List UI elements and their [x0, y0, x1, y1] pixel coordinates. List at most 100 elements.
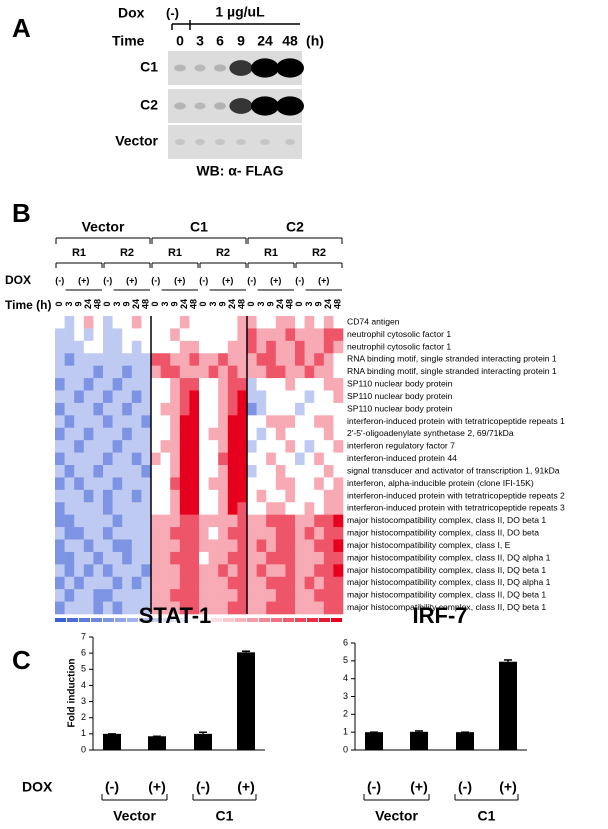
- heatmap-cell: [218, 489, 229, 503]
- heatmap-cell: [285, 551, 296, 565]
- heatmap-cell: [227, 527, 238, 540]
- heatmap-cell: [131, 390, 142, 404]
- color-scale: [187, 618, 198, 622]
- heatmap-cell: [208, 589, 219, 602]
- heatmap-cell: [285, 390, 296, 404]
- heatmap-cell: [64, 328, 75, 342]
- heatmap-cell: [275, 564, 286, 578]
- heatmap-cell: [275, 427, 286, 441]
- heatmap-cell: [285, 340, 296, 354]
- heatmap-cell: [179, 440, 190, 453]
- heatmap-cell: [218, 452, 229, 466]
- heatmap-cell: [170, 551, 181, 565]
- heatmap-cell: [170, 340, 181, 354]
- heatmap-cell: [55, 353, 65, 366]
- heatmap-cell: [93, 589, 104, 602]
- dox-state: (-): [199, 275, 208, 285]
- heatmap-cell: [256, 440, 267, 453]
- gene-label: major histocompatibility complex, class …: [347, 515, 546, 525]
- heatmap-cell: [55, 527, 65, 540]
- heatmap-cell: [237, 402, 248, 416]
- heatmap-cell: [218, 576, 229, 590]
- heatmap-cell: [141, 340, 152, 354]
- heatmap-cell: [333, 551, 344, 565]
- heatmap-cell: [266, 378, 277, 391]
- time-label: Time: [112, 33, 145, 49]
- heatmap-cell: [314, 378, 325, 391]
- heatmap-cell: [189, 365, 200, 379]
- heatmap-cell: [208, 316, 219, 329]
- heatmap-cell: [179, 527, 190, 540]
- heatmap-cell: [208, 452, 219, 466]
- heatmap-cell: [199, 427, 209, 441]
- heatmap-cell: [160, 589, 171, 602]
- heatmap-cell: [93, 316, 104, 329]
- heatmap-cell: [112, 440, 123, 453]
- heatmap-cell: [93, 340, 104, 354]
- gene-label: 2'-5'-oligoadenylate synthetase 2, 69/71…: [347, 428, 514, 438]
- color-scale: [91, 618, 102, 622]
- heatmap-cell: [93, 576, 104, 590]
- time-tick: 3: [196, 33, 204, 49]
- heatmap-cell: [314, 564, 325, 578]
- heatmap-cell: [237, 477, 248, 491]
- heatmap-cell: [141, 489, 152, 503]
- heatmap-cell: [247, 477, 257, 491]
- heatmap-cell: [285, 328, 296, 342]
- heatmap-cell: [170, 527, 181, 540]
- heatmap-cell: [323, 601, 334, 615]
- heatmap-cell: [304, 576, 315, 590]
- heatmap-cell: [295, 353, 305, 366]
- heatmap-cell: [74, 601, 85, 615]
- heatmap-cell: [151, 489, 161, 503]
- heatmap-cell: [160, 452, 171, 466]
- heatmap-cell: [323, 378, 334, 391]
- heatmap-cell: [218, 415, 229, 429]
- heatmap-cell: [247, 502, 257, 515]
- heatmap-cell: [170, 601, 181, 615]
- panel-label: A: [12, 13, 31, 43]
- heatmap-cell: [74, 514, 85, 528]
- heatmap-cell: [314, 390, 325, 404]
- dox-state: (+): [222, 275, 233, 285]
- heatmap-cell: [285, 589, 296, 602]
- heatmap-cell: [170, 452, 181, 466]
- heatmap-cell: [227, 452, 238, 466]
- heatmap-cell: [103, 477, 113, 491]
- time-tick: 6: [216, 33, 224, 49]
- heatmap-cell: [122, 527, 133, 540]
- heatmap-cell: [304, 328, 315, 342]
- heatmap-cell: [55, 539, 65, 553]
- heatmap-cell: [323, 415, 334, 429]
- color-scale: [79, 618, 90, 622]
- heatmap-cell: [218, 539, 229, 553]
- heatmap-cell: [55, 551, 65, 565]
- heatmap-cell: [227, 427, 238, 441]
- heatmap-cell: [112, 427, 123, 441]
- dox-state: (+): [318, 275, 329, 285]
- heatmap-cell: [55, 415, 65, 429]
- heatmap-cell: [151, 353, 161, 366]
- heatmap-cell: [74, 564, 85, 578]
- heatmap-cell: [122, 576, 133, 590]
- heatmap-cell: [237, 328, 248, 342]
- heatmap-cell: [122, 415, 133, 429]
- heatmap-cell: [199, 465, 209, 478]
- heatmap-cell: [266, 514, 277, 528]
- heatmap-cell: [314, 427, 325, 441]
- heatmap-cell: [93, 551, 104, 565]
- heatmap-cell: [266, 502, 277, 515]
- heatmap-cell: [304, 365, 315, 379]
- color-scale: [211, 618, 222, 622]
- heatmap-cell: [237, 527, 248, 540]
- heatmap-cell: [55, 601, 65, 615]
- heatmap-cell: [55, 502, 65, 515]
- heatmap-cell: [74, 415, 85, 429]
- heatmap-cell: [55, 489, 65, 503]
- heatmap-cell: [275, 465, 286, 478]
- heatmap-cell: [304, 564, 315, 578]
- y-tick-label: 7: [81, 631, 86, 641]
- heatmap-cell: [64, 551, 75, 565]
- heatmap-cell: [199, 353, 209, 366]
- heatmap-cell: [266, 601, 277, 615]
